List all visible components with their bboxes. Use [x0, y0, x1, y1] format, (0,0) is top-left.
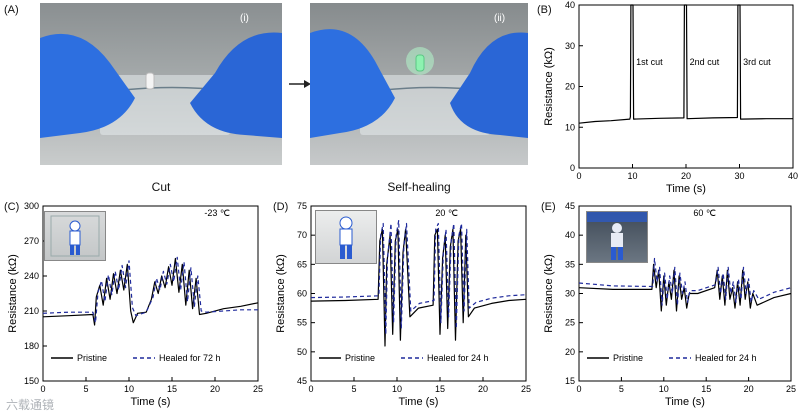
inset-photo-d: [315, 210, 377, 264]
chart-B-xtick-label: 10: [627, 171, 637, 181]
panel-b-label: (B): [537, 4, 552, 16]
chart-E-ytick-label: 30: [565, 289, 575, 299]
chart-e: 0 5 10 15 20 25 15 20 25 30 35 40 45 Time (s) Resistan…: [543, 201, 796, 408]
chart-C-xtick-label: 0: [40, 384, 45, 394]
chart-D-xtick-label: 0: [308, 384, 313, 394]
chart-B-ytick-label: 0: [570, 163, 575, 173]
chart-D-ylabel: Resistance (kΩ): [275, 254, 287, 333]
chart-E-xtick-label: 25: [786, 384, 796, 394]
chart-C-legend-label: Pristine: [77, 353, 107, 363]
chart-D-ytick-label: 70: [297, 230, 307, 240]
chart-C-frame: [42, 205, 259, 382]
chart-E-ytick-label: 15: [565, 376, 575, 386]
chart-E-annotation: 60 ℃: [693, 208, 716, 218]
photo-self-healing-sub-label: (ii): [494, 13, 505, 24]
chart-D-annotation: 20 ℃: [435, 208, 458, 218]
chart-C-ytick-label: 150: [24, 376, 39, 386]
chart-E-ylabel: Resistance (kΩ): [543, 254, 555, 333]
chart-B-frame: [578, 4, 794, 169]
chart-C-series-line-1: [42, 256, 258, 324]
caption-self-healing: Self-healing: [387, 180, 451, 194]
chart-D-xlabel: Time (s): [399, 396, 439, 408]
chart-D-xtick-label: 10: [392, 384, 402, 394]
photo-cut: (i): [40, 3, 282, 165]
chart-C-xtick-label: 15: [167, 384, 177, 394]
chart-c: 0 5 10 15 20 25 150 180 210 240 270 300 Time (s) Resi…: [7, 201, 263, 408]
chart-B-annotation: 1st cut: [636, 57, 663, 67]
chart-B-series-line-0: [578, 4, 793, 124]
photo-cut-illustration: (i): [40, 13, 282, 139]
chart-C-xtick-label: 10: [124, 384, 134, 394]
chart-b: 0 10 20 30 40 0 10 20 30 40 Time (s) Resistance (kΩ…: [543, 0, 798, 195]
panel-c-label: (C): [4, 201, 20, 213]
chart-C-series-line-0: [42, 257, 259, 326]
chart-E-xtick-label: 0: [576, 384, 581, 394]
chart-E-xtick-label: 5: [619, 384, 624, 394]
chart-B-ytick-label: 30: [565, 41, 575, 51]
inset-photo-c: [44, 211, 106, 261]
chart-C-ytick-label: 240: [24, 271, 39, 281]
inset-photo-e: [586, 211, 648, 263]
chart-D-xtick-label: 15: [435, 384, 445, 394]
chart-D-series-line-0: [310, 228, 527, 347]
chart-C-xtick-label: 5: [83, 384, 88, 394]
chart-E-series-line-1: [578, 257, 792, 306]
chart-B-annotation: 3rd cut: [743, 57, 771, 67]
chart-D-xtick-label: 25: [521, 384, 531, 394]
chart-C-ytick-label: 270: [24, 236, 39, 246]
chart-B-xtick-label: 0: [576, 171, 581, 181]
chart-D-ytick-label: 65: [297, 259, 307, 269]
arrow-right-icon: [289, 76, 311, 94]
chart-B-xtick-label: 40: [788, 171, 798, 181]
chart-E-xtick-label: 20: [744, 384, 754, 394]
photo-self-healing: (ii): [310, 3, 528, 165]
chart-D-ytick-label: 55: [297, 318, 307, 328]
chart-C-xlabel: Time (s): [131, 396, 171, 408]
chart-C-ylabel: Resistance (kΩ): [7, 254, 19, 333]
chart-B-annotation: 2nd cut: [690, 57, 720, 67]
chart-E-ytick-label: 25: [565, 318, 575, 328]
chart-C-legend-label: Healed for 72 h: [159, 353, 221, 363]
chart-E-ytick-label: 20: [565, 347, 575, 357]
chart-E-xtick-label: 15: [701, 384, 711, 394]
chart-D-series-line-1: [310, 220, 527, 335]
panel-e-label: (E): [541, 201, 556, 213]
chart-D-xtick-label: 20: [478, 384, 488, 394]
photo-cut-sub-label: (i): [240, 13, 249, 24]
photo-self-healing-illustration: (ii): [310, 13, 528, 138]
chart-C-ytick-label: 300: [24, 201, 39, 211]
chart-E-ytick-label: 45: [565, 201, 575, 211]
chart-E-legend-label: Pristine: [613, 353, 643, 363]
chart-E-legend-label: Healed for 24 h: [695, 353, 757, 363]
watermark-text: 六载通镜: [6, 398, 55, 412]
chart-C-xtick-label: 20: [210, 384, 220, 394]
chart-E-ytick-label: 40: [565, 230, 575, 240]
chart-B-ytick-label: 40: [565, 0, 575, 10]
chart-D-ytick-label: 45: [297, 376, 307, 386]
chart-C-xtick-label: 25: [253, 384, 263, 394]
chart-d: 0 5 10 15 20 25 45 50 55 60 65 70 75 Time (s) Resistan…: [275, 201, 531, 408]
chart-D-legend-label: Healed for 24 h: [427, 353, 489, 363]
chart-D-xtick-label: 5: [351, 384, 356, 394]
chart-C-ytick-label: 210: [24, 306, 39, 316]
chart-D-ytick-label: 60: [297, 289, 307, 299]
panel-a-label: (A): [4, 4, 19, 16]
chart-B-ytick-label: 10: [565, 122, 575, 132]
chart-B-ytick-label: 20: [565, 82, 575, 92]
chart-E-series-line-0: [578, 263, 792, 312]
panel-d-label: (D): [273, 201, 289, 213]
chart-C-ytick-label: 180: [24, 341, 39, 351]
chart-D-legend-label: Pristine: [345, 353, 375, 363]
chart-E-xtick-label: 10: [659, 384, 669, 394]
chart-B-xtick-label: 30: [734, 171, 744, 181]
chart-E-ytick-label: 35: [565, 259, 575, 269]
chart-E-xlabel: Time (s): [665, 396, 705, 408]
chart-B-ylabel: Resistance (kΩ): [543, 47, 555, 126]
chart-B-xtick-label: 20: [681, 171, 691, 181]
chart-C-annotation: -23 ℃: [204, 208, 230, 218]
caption-cut: Cut: [151, 180, 171, 194]
chart-D-ytick-label: 50: [297, 347, 307, 357]
chart-B-xlabel: Time (s): [666, 183, 706, 195]
chart-D-ytick-label: 75: [297, 201, 307, 211]
